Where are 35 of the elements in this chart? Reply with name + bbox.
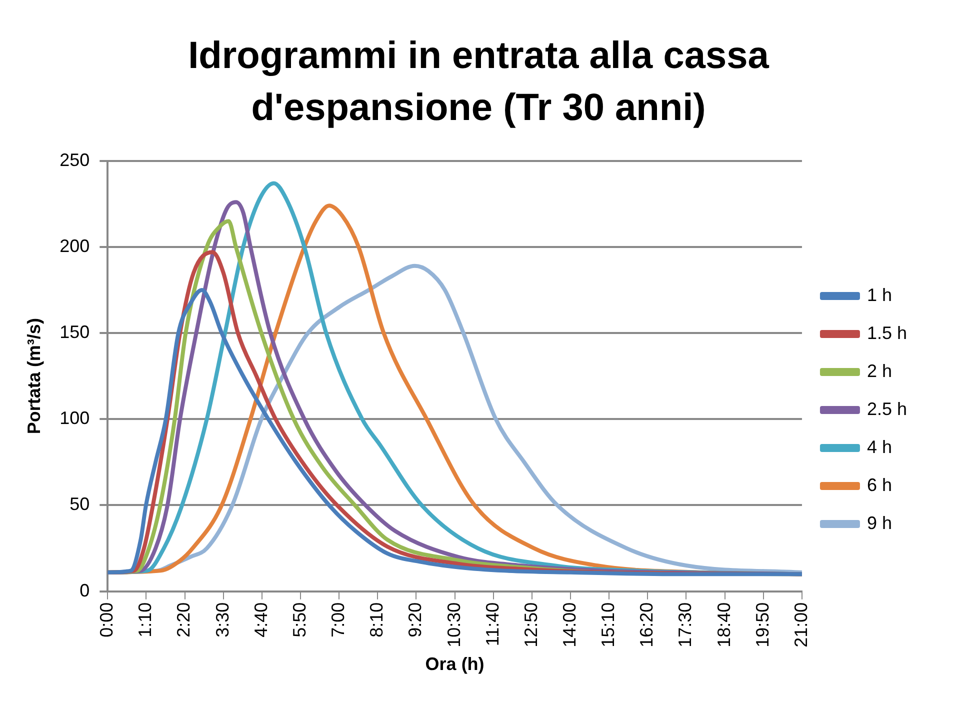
x-tick-label: 3:30 <box>212 602 232 638</box>
legend-label: 2.5 h <box>866 398 908 419</box>
legend-label: 6 h <box>866 474 892 495</box>
x-tick-label: 0:00 <box>96 602 117 638</box>
x-tick-label: 16:20 <box>636 602 657 648</box>
x-tick-label: 11:40 <box>482 602 502 646</box>
legend-label: 9 h <box>866 512 892 533</box>
x-tick-label: 21:00 <box>790 602 811 648</box>
chart-title: Idrogrammi in entrata alla cassa d'espansione (Tr 30 anni) <box>187 34 770 131</box>
x-tick-label: 5:50 <box>289 602 310 638</box>
x-tick-label: 8:10 <box>366 602 387 638</box>
x-tick-label: 4:40 <box>250 602 271 638</box>
y-tick-label: 200 <box>60 236 90 256</box>
legend-label: 2 h <box>866 360 892 381</box>
x-tick-label: 1:10 <box>135 602 156 638</box>
y-tick-label: 250 <box>60 150 90 170</box>
x-tick-label: 15:10 <box>598 602 618 648</box>
legend-label: 1 h <box>866 284 892 305</box>
x-tick-label: 9:20 <box>405 602 426 638</box>
x-tick-label: 7:00 <box>328 602 348 638</box>
y-tick-label: 150 <box>60 322 90 342</box>
y-axis-title: Portata (m³/s) <box>24 318 44 434</box>
legend-label: 4 h <box>866 436 892 457</box>
legend-label: 1.5 h <box>866 322 908 343</box>
x-axis-title: Ora (h) <box>425 654 484 674</box>
x-tick-label: 10:30 <box>444 602 464 648</box>
y-tick-label: 0 <box>80 580 90 600</box>
y-tick-label: 50 <box>70 494 90 514</box>
x-tick-label: 18:40 <box>714 602 734 648</box>
x-tick-label: 12:50 <box>520 602 541 648</box>
y-tick-label: 100 <box>60 408 90 428</box>
x-tick-label: 2:20 <box>174 602 194 638</box>
x-tick-label: 14:00 <box>559 602 580 648</box>
x-tick-label: 19:50 <box>752 602 772 648</box>
x-tick-label: 17:30 <box>675 602 696 648</box>
